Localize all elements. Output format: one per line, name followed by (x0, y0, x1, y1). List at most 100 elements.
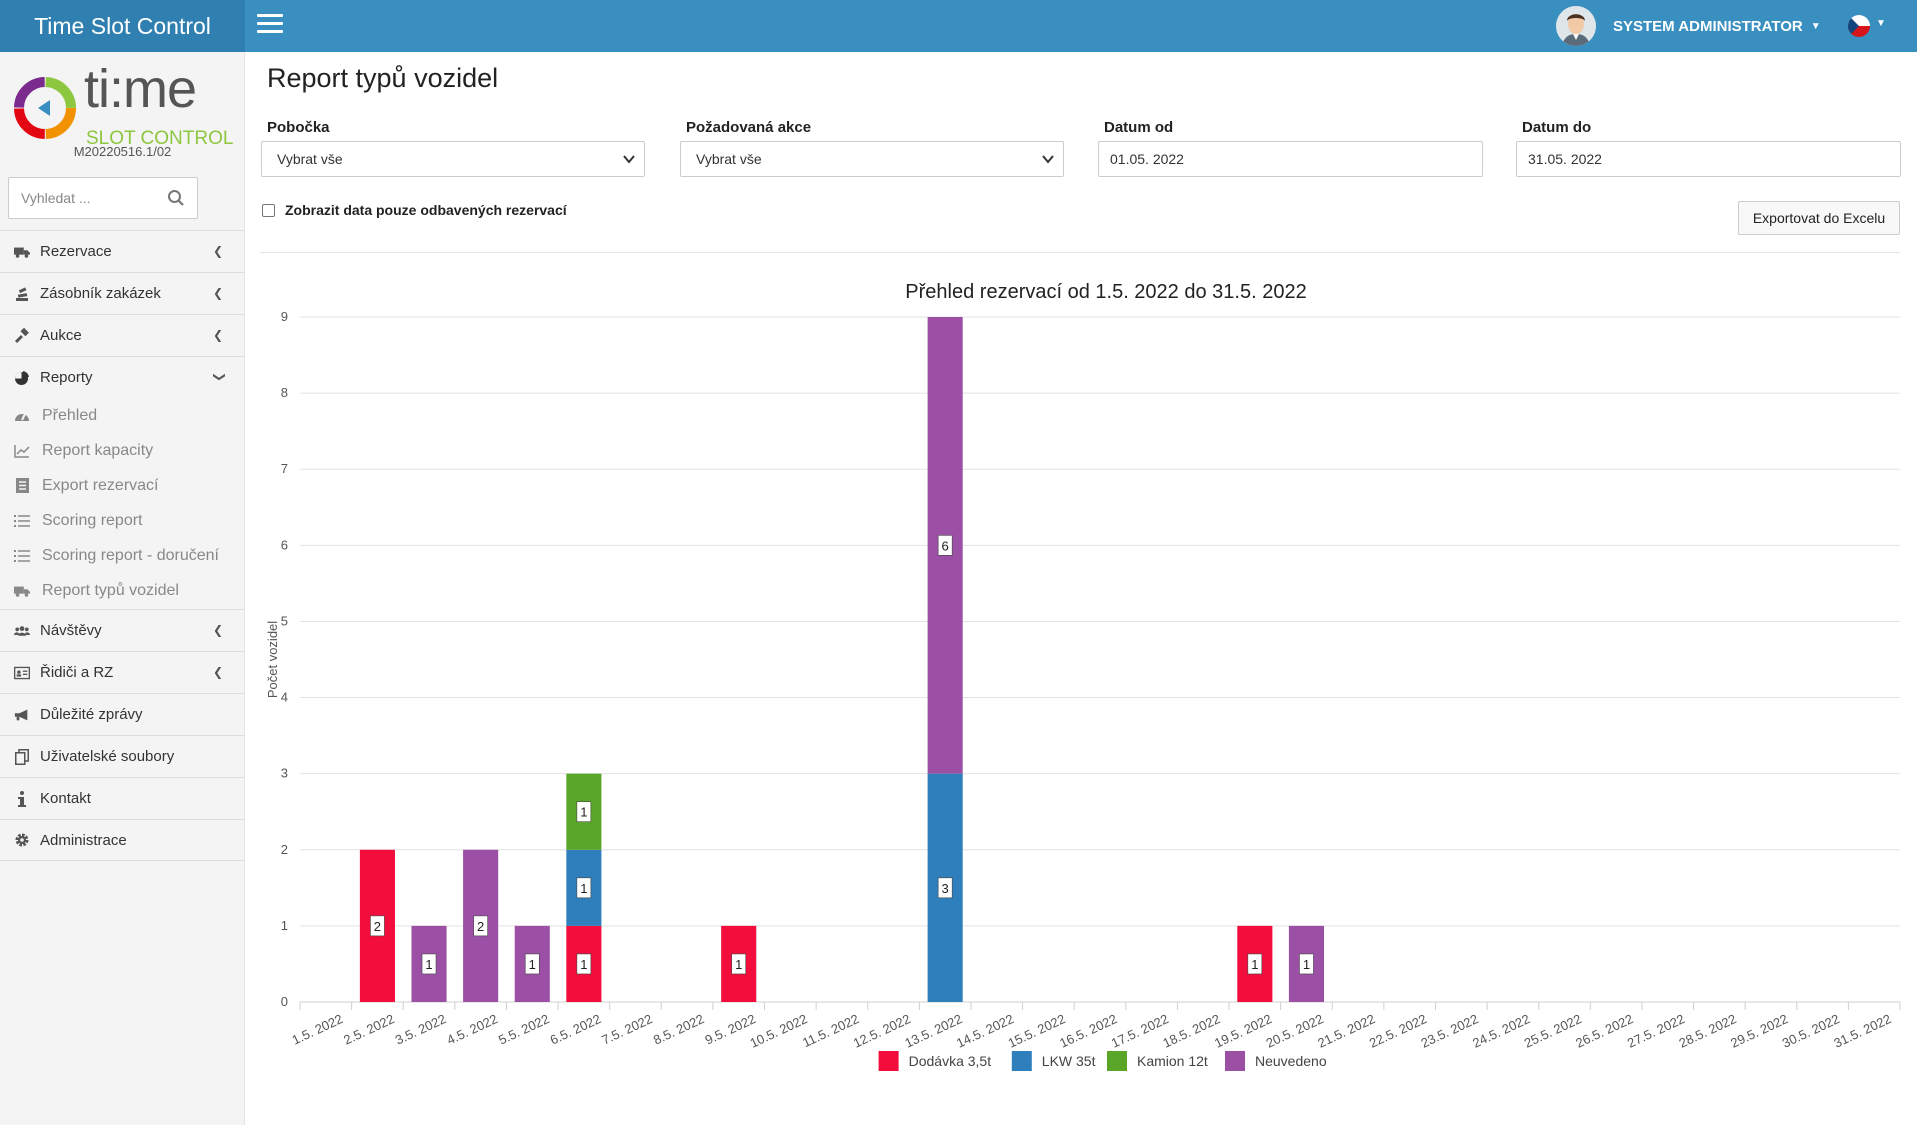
sidebar-item-rezervace[interactable]: Rezervace ❮ (0, 230, 245, 272)
sidebar: ti:me SLOT CONTROL M20220516.1/02 Rezerv… (0, 52, 245, 1125)
sidebar-item-navstevy[interactable]: Návštěvy ❮ (0, 609, 245, 651)
sidebar-item-label: Administrace (40, 831, 127, 849)
gavel-icon (14, 327, 30, 344)
sidebar-subitem-report-typu-vozidel[interactable]: Report typů vozidel (0, 573, 245, 608)
data-label: 1 (580, 957, 587, 972)
x-tick-label: 7.5. 2022 (599, 1011, 654, 1048)
date-from-label: Datum od (1104, 119, 1174, 136)
sidebar-item-label: Reporty (40, 369, 93, 386)
data-label-box (576, 877, 592, 899)
sidebar-subitem-export-rezervaci[interactable]: Export rezervací (0, 468, 245, 503)
x-tick-label: 28.5. 2022 (1677, 1011, 1739, 1051)
x-tick-label: 6.5. 2022 (548, 1011, 603, 1048)
processed-only-row: Zobrazit data pouze odbavených rezervací (262, 202, 567, 218)
sidebar-item-label: Rezervace (40, 243, 112, 260)
data-label: 1 (1251, 957, 1258, 972)
y-tick-label: 4 (281, 690, 288, 705)
sidebar-subitem-prehled[interactable]: Přehled (0, 398, 245, 433)
files-icon (14, 748, 30, 765)
sidebar-subitem-label: Scoring report (42, 511, 143, 529)
x-tick-label: 20.5. 2022 (1264, 1011, 1326, 1051)
sidebar-item-ridici[interactable]: Řidiči a RZ ❮ (0, 651, 245, 693)
menu-toggle-icon[interactable] (257, 14, 283, 36)
legend-swatch (1107, 1051, 1127, 1071)
legend-swatch (1225, 1051, 1245, 1071)
x-tick-label: 14.5. 2022 (954, 1011, 1016, 1051)
y-tick-label: 5 (281, 613, 288, 628)
sidebar-subitem-report-kapacity[interactable]: Report kapacity (0, 433, 245, 468)
data-label: 1 (529, 957, 536, 972)
export-excel-button[interactable]: Exportovat do Excelu (1738, 201, 1900, 235)
user-name: SYSTEM ADMINISTRATOR (1613, 17, 1803, 35)
gear-icon (14, 832, 30, 848)
x-tick-label: 12.5. 2022 (851, 1011, 913, 1051)
y-tick-label: 9 (281, 309, 288, 324)
dashboard-icon (14, 408, 30, 424)
data-label-box (1247, 953, 1263, 975)
search-input[interactable] (9, 178, 159, 218)
sidebar-item-label: Aukce (40, 327, 82, 344)
branch-select[interactable]: Vybrat vše (261, 141, 645, 177)
action-label: Požadovaná akce (686, 119, 812, 136)
sidebar-subitem-scoring-report[interactable]: Scoring report (0, 503, 245, 538)
action-select[interactable]: Vybrat vše (680, 141, 1064, 177)
x-tick-label: 10.5. 2022 (748, 1011, 810, 1051)
date-from-input[interactable] (1098, 141, 1483, 177)
sidebar-item-label: Důležité zprávy (40, 706, 143, 723)
sidebar-item-label: Řidiči a RZ (40, 664, 114, 681)
x-tick-label: 11.5. 2022 (800, 1011, 861, 1050)
x-tick-label: 16.5. 2022 (1057, 1011, 1119, 1051)
search-icon[interactable] (167, 189, 185, 207)
chevron-left-icon: ❮ (212, 244, 223, 258)
sidebar-item-label: Kontakt (40, 790, 91, 807)
data-label: 1 (1303, 957, 1310, 972)
chevron-down-icon (1042, 155, 1054, 164)
sidebar-item-uzivatelske-soubory[interactable]: Uživatelské soubory (0, 735, 245, 777)
x-tick-label: 1.5. 2022 (290, 1011, 345, 1048)
chevron-left-icon: ❮ (212, 328, 223, 342)
list-icon (14, 513, 30, 529)
branch-label: Pobočka (267, 119, 330, 136)
sidebar-subitem-label: Přehled (42, 406, 98, 424)
info-icon (14, 790, 30, 807)
date-to-input[interactable] (1516, 141, 1901, 177)
truck-icon (14, 244, 30, 260)
y-tick-label: 1 (281, 918, 288, 933)
data-label: 1 (580, 805, 587, 820)
chevron-left-icon: ❮ (212, 623, 223, 637)
y-tick-label: 7 (281, 461, 288, 476)
sidebar-item-kontakt[interactable]: Kontakt (0, 777, 245, 819)
data-label: 2 (477, 919, 484, 934)
x-tick-label: 29.5. 2022 (1728, 1011, 1790, 1051)
avatar[interactable] (1556, 6, 1596, 46)
sidebar-item-aukce[interactable]: Aukce ❮ (0, 314, 245, 356)
caret-down-icon: ▼ (1876, 18, 1886, 29)
sidebar-item-zasobnik[interactable]: Zásobník zakázek ❮ (0, 272, 245, 314)
app-title[interactable]: Time Slot Control (0, 0, 245, 52)
sidebar-subitem-label: Export rezervací (42, 476, 159, 494)
chevron-left-icon: ❮ (212, 665, 223, 679)
processed-only-checkbox[interactable] (262, 203, 275, 217)
sidebar-subitem-scoring-report-doruceni[interactable]: Scoring report - doručení (0, 538, 245, 573)
processed-only-label: Zobrazit data pouze odbavených rezervací (285, 202, 567, 218)
y-tick-label: 2 (281, 842, 288, 857)
sidebar-item-reporty[interactable]: Reporty ❮ (0, 356, 245, 398)
truck-icon (14, 583, 30, 599)
user-menu[interactable]: SYSTEM ADMINISTRATOR ▼ (1613, 0, 1821, 52)
y-tick-label: 3 (281, 766, 288, 781)
chevron-down-icon (623, 155, 635, 164)
y-axis-label: Počet vozidel (265, 621, 280, 698)
data-label-box (937, 877, 953, 899)
chart-title: Přehled rezervací od 1.5. 2022 do 31.5. … (905, 281, 1306, 303)
pie-chart-icon (14, 370, 30, 386)
data-label-box (421, 953, 437, 975)
sidebar-item-dulezite-zpravy[interactable]: Důležité zprávy (0, 693, 245, 735)
y-tick-label: 8 (281, 385, 288, 400)
legend-swatch (878, 1051, 899, 1071)
czech-flag-icon[interactable] (1848, 15, 1870, 37)
x-tick-label: 19.5. 2022 (1212, 1011, 1274, 1051)
data-label: 6 (942, 538, 949, 553)
x-tick-label: 17.5. 2022 (1109, 1011, 1171, 1051)
sidebar-subitem-label: Report kapacity (42, 441, 154, 459)
sidebar-item-administrace[interactable]: Administrace (0, 819, 245, 861)
